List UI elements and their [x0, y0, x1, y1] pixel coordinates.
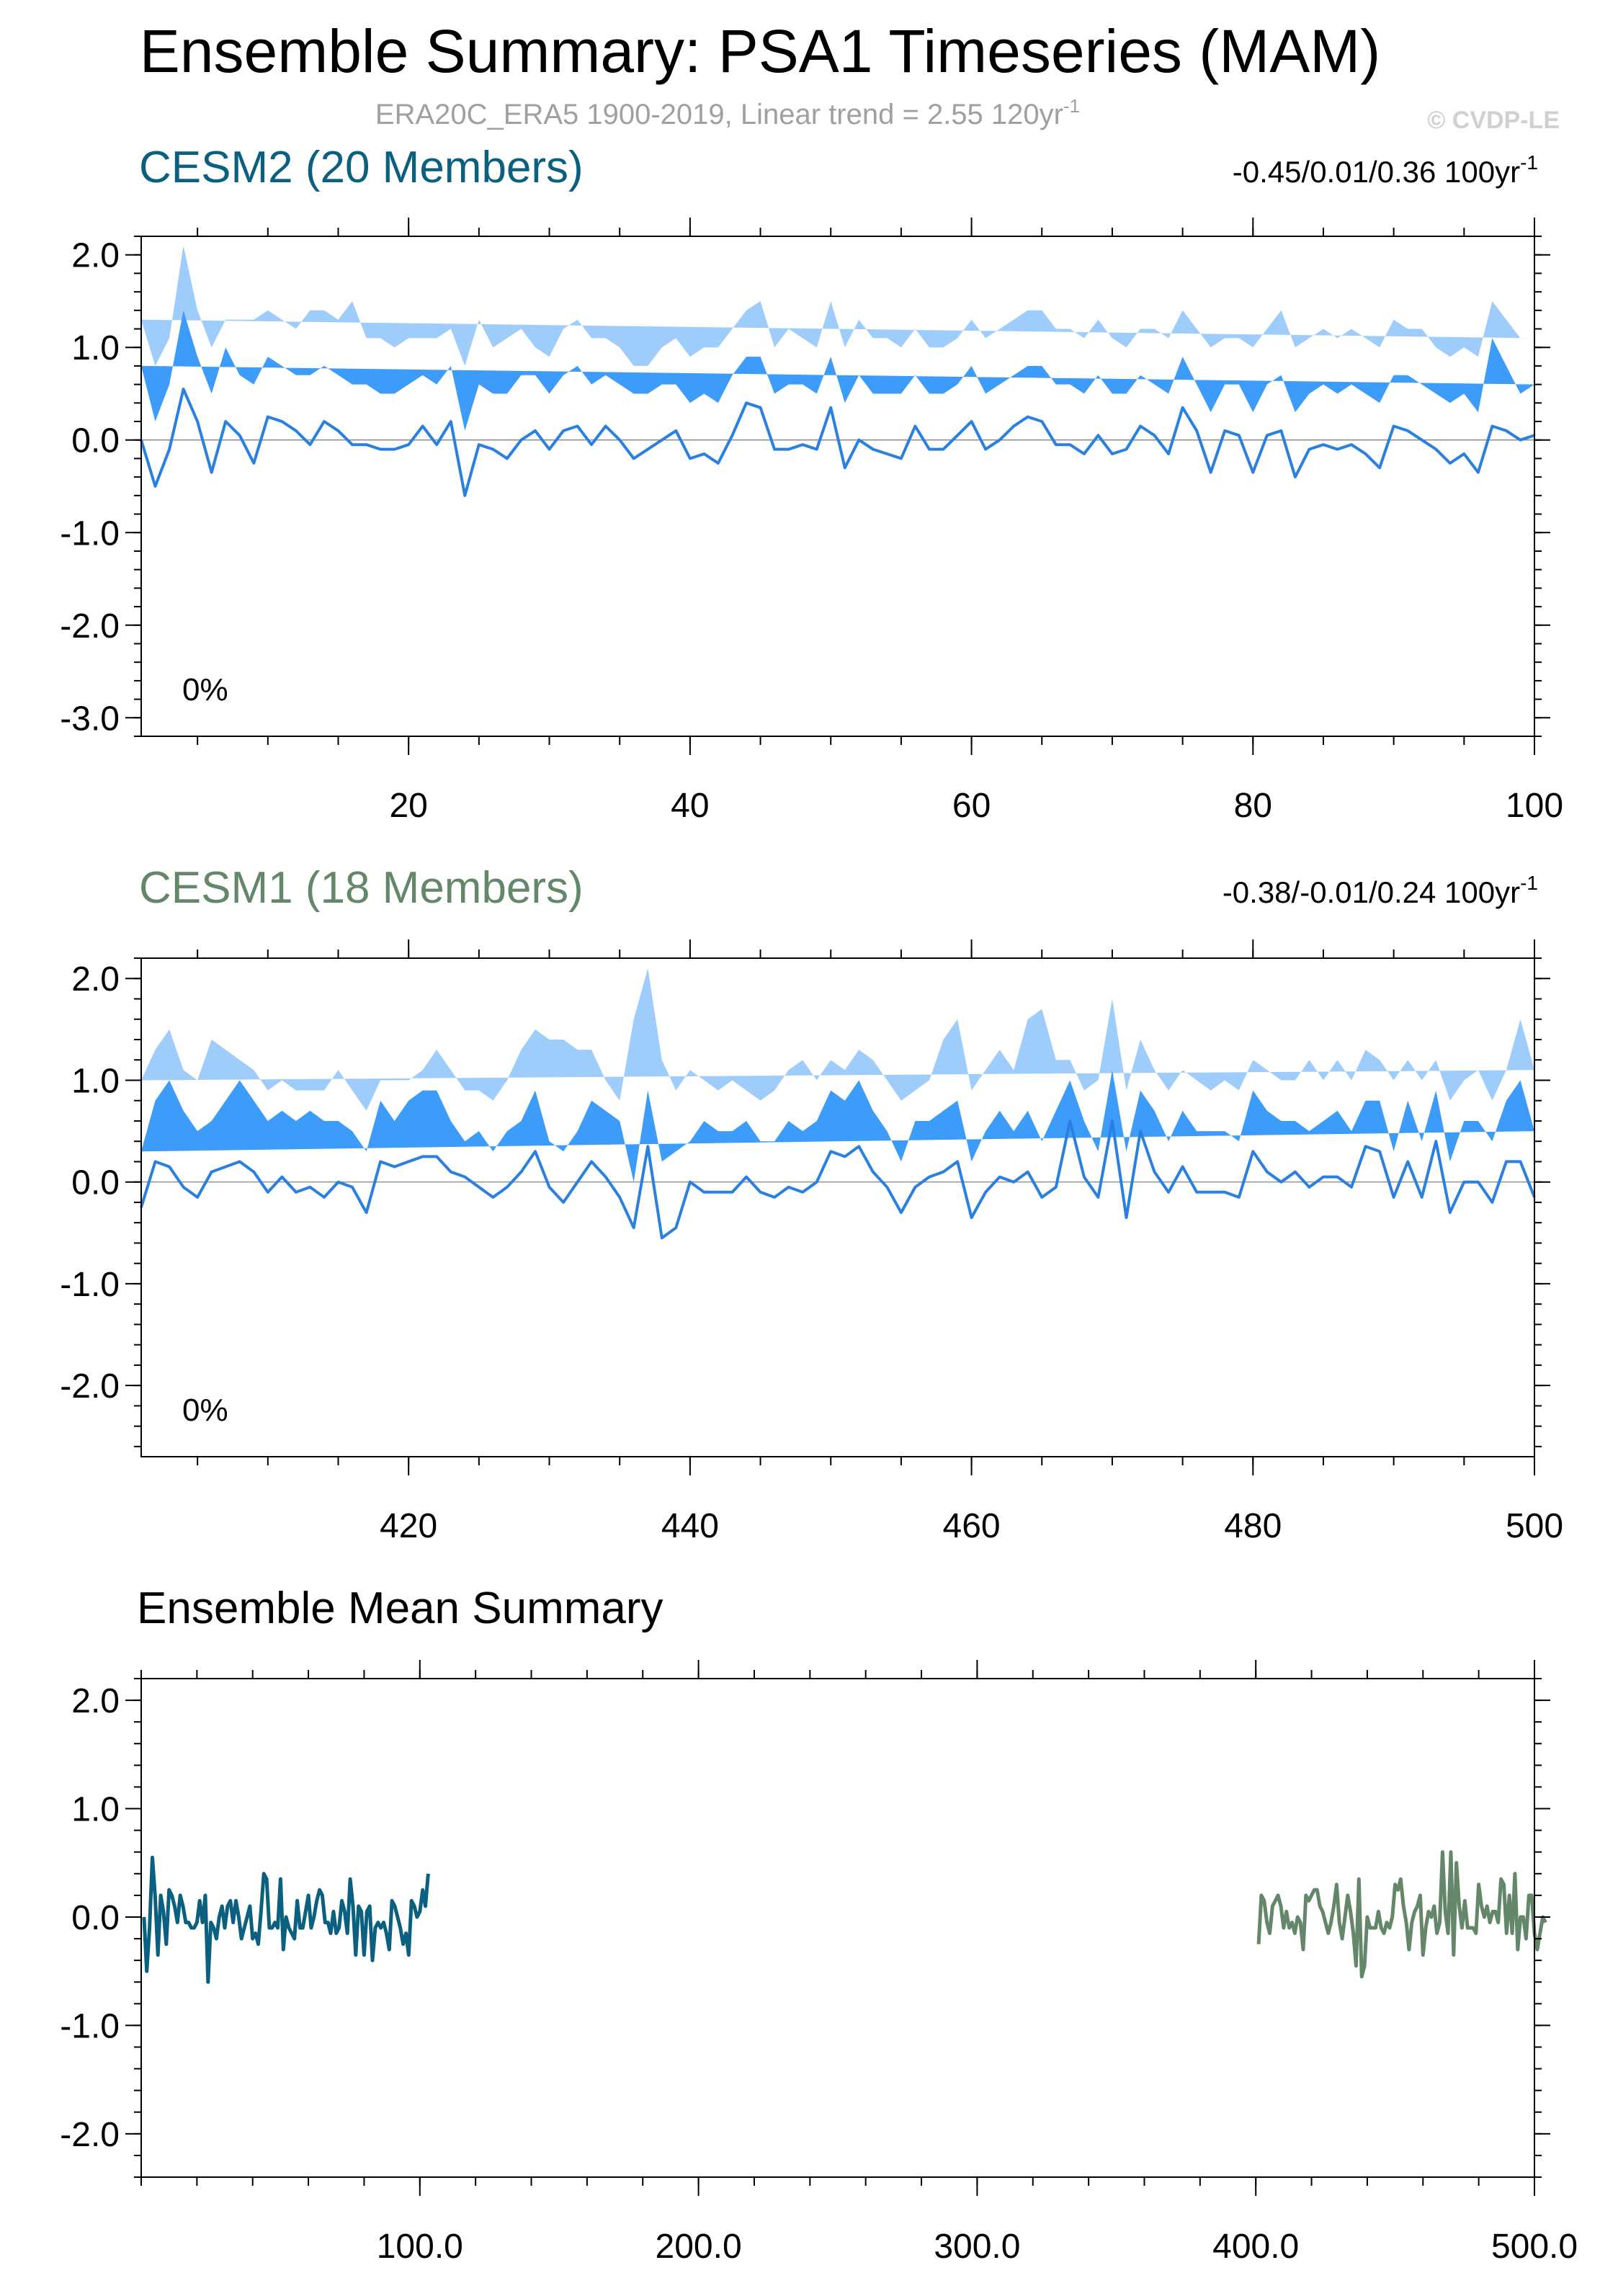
band-outer-cesm2	[141, 245, 1534, 366]
y-tick-label: -1.0	[60, 2007, 120, 2045]
y-tick-label: 1.0	[71, 329, 120, 367]
panel-cesm2: CESM2 (20 Members) -0.45/0.01/0.36 100yr…	[60, 143, 1563, 825]
y-tick-label: 0.0	[71, 422, 120, 460]
plot-area-cesm1: 2.0 1.0 0.0 -1.0 -2.0 420 440 460 480 500	[60, 939, 1563, 1545]
x-tick-label: 440	[661, 1507, 719, 1545]
x-tick-label: 500.0	[1491, 2228, 1578, 2266]
plot-area-summary: 2.0 1.0 0.0 -1.0 -2.0 100.0 200.0 300.0 400.0 500…	[60, 1660, 1578, 2266]
mean-line-cesm1	[140, 1120, 1536, 1240]
trend-cesm1: -0.38/-0.01/0.24 100yr-1	[1223, 872, 1538, 909]
y-tick-label: 1.0	[71, 1791, 120, 1829]
x-tick-label: 460	[943, 1507, 1001, 1545]
trend-cesm2-text: -0.45/0.01/0.36 100yr	[1233, 155, 1520, 189]
plot-frame-summary	[140, 1678, 1535, 2178]
band-inner-cesm2	[141, 310, 1534, 431]
plot-frame-cesm1	[140, 957, 1535, 1457]
trend-cesm2: -0.45/0.01/0.36 100yr-1	[1233, 151, 1538, 189]
x-tick-label: 480	[1224, 1507, 1282, 1545]
series-line-cesm1	[1256, 1850, 1547, 1979]
band-inner-cesm1	[141, 1070, 1534, 1182]
percent-label-cesm2: 0%	[182, 672, 228, 707]
x-tick-label: 500	[1506, 1507, 1563, 1545]
credit-label: © CVDP-LE	[1427, 107, 1560, 134]
x-tick-label: 420	[380, 1507, 437, 1545]
subtitle-superscript: -1	[1063, 95, 1080, 117]
y-tick-label: -1.0	[60, 1266, 120, 1304]
x-tick-label: 300.0	[934, 2228, 1020, 2266]
y-tick-label: 2.0	[71, 1682, 120, 1720]
y-tick-label: -2.0	[60, 607, 120, 646]
panel-summary: Ensemble Mean Summary 2.0 1.0 0.0 -1.0 -2.0 1…	[60, 1583, 1578, 2266]
page-title: Ensemble Summary: PSA1 Timeseries (MAM)	[140, 17, 1380, 85]
series-line-cesm2	[142, 1855, 430, 1984]
plot-frame-cesm2	[140, 236, 1535, 737]
trend-cesm1-text: -0.38/-0.01/0.24 100yr	[1223, 875, 1520, 909]
y-tick-label: 1.0	[71, 1062, 120, 1100]
y-tick-label: 2.0	[71, 960, 120, 999]
x-tick-label: 80	[1234, 787, 1272, 825]
panel-cesm1: CESM1 (18 Members) -0.38/-0.01/0.24 100y…	[60, 863, 1563, 1545]
y-tick-label: -2.0	[60, 1367, 120, 1406]
y-tick-label: -1.0	[60, 514, 120, 553]
trend-cesm1-superscript: -1	[1520, 872, 1538, 894]
panel-title-cesm1: CESM1 (18 Members)	[139, 863, 584, 913]
percent-label-cesm1: 0%	[182, 1393, 228, 1428]
subtitle-text: ERA20C_ERA5 1900-2019, Linear trend = 2.…	[375, 99, 1063, 130]
mean-line-cesm2	[140, 388, 1535, 497]
y-tick-label: -3.0	[60, 700, 120, 738]
y-tick-label: 2.0	[71, 237, 120, 275]
panel-title-cesm2: CESM2 (20 Members)	[139, 143, 584, 192]
trend-cesm2-superscript: -1	[1520, 151, 1538, 174]
x-tick-label: 200.0	[656, 2228, 742, 2266]
x-tick-label: 100	[1506, 787, 1563, 825]
panel-title-summary: Ensemble Mean Summary	[137, 1583, 663, 1633]
y-tick-label: -2.0	[60, 2116, 120, 2154]
plot-area-cesm2: 2.0 1.0 0.0 -1.0 -2.0 -3.0 20 40 60 80 100	[60, 218, 1563, 825]
x-tick-label: 20	[389, 787, 427, 825]
band-outer-cesm1	[141, 968, 1534, 1111]
x-tick-label: 40	[671, 787, 709, 825]
y-tick-label: 0.0	[71, 1899, 120, 1937]
x-tick-label: 400.0	[1212, 2228, 1299, 2266]
x-tick-label: 100.0	[377, 2228, 463, 2266]
y-tick-label: 0.0	[71, 1164, 120, 1202]
x-tick-label: 60	[952, 787, 991, 825]
subtitle: ERA20C_ERA5 1900-2019, Linear trend = 2.…	[375, 95, 1080, 130]
